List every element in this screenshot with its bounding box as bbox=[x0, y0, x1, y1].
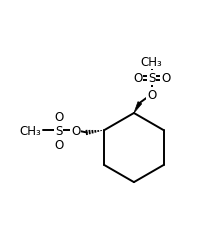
Text: O: O bbox=[147, 88, 156, 101]
Text: S: S bbox=[55, 124, 62, 137]
Text: O: O bbox=[54, 110, 63, 123]
Text: O: O bbox=[133, 72, 142, 85]
Text: O: O bbox=[71, 124, 81, 137]
Text: O: O bbox=[54, 138, 63, 151]
Text: CH₃: CH₃ bbox=[141, 56, 163, 69]
Polygon shape bbox=[134, 102, 142, 114]
Text: O: O bbox=[161, 72, 170, 85]
Text: CH₃: CH₃ bbox=[20, 124, 41, 137]
Text: S: S bbox=[148, 72, 156, 85]
